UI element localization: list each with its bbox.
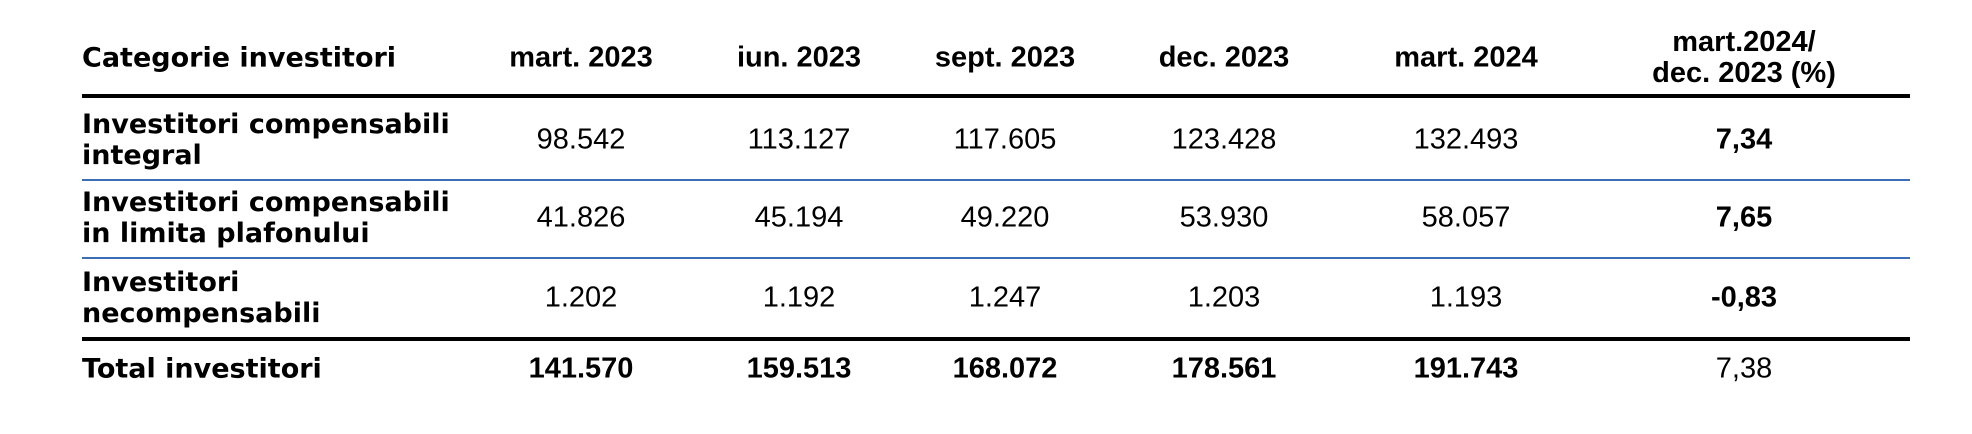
cell-value: 1.192 <box>762 281 836 314</box>
total-value: 168.072 <box>952 352 1058 385</box>
cell-value: 7,34 <box>1715 123 1773 156</box>
cell-value: 58.057 <box>1421 201 1511 234</box>
cell-value: -0,83 <box>1710 281 1778 314</box>
cell-value: 98.542 <box>536 123 626 156</box>
row-label: Investitori necompensabili <box>82 267 321 329</box>
cell-value: 45.194 <box>754 201 844 234</box>
total-value: 178.561 <box>1171 352 1277 385</box>
column-header: Categorie investitori <box>82 42 397 74</box>
cell-value: 1.193 <box>1429 281 1503 314</box>
column-header: mart. 2023 <box>509 41 653 74</box>
total-value: 141.570 <box>528 352 634 385</box>
total-value: 7,38 <box>1715 352 1773 385</box>
row-divider <box>82 257 1910 259</box>
cell-value: 1.247 <box>968 281 1042 314</box>
cell-value: 49.220 <box>960 201 1050 234</box>
column-header: sept. 2023 <box>934 41 1076 74</box>
total-value: 159.513 <box>746 352 852 385</box>
cell-value: 132.493 <box>1413 123 1519 156</box>
cell-value: 41.826 <box>536 201 626 234</box>
cell-value: 123.428 <box>1171 123 1277 156</box>
column-header: mart. 2024 <box>1394 41 1538 74</box>
column-header: dec. 2023 <box>1158 41 1290 74</box>
header-rule <box>82 94 1910 98</box>
cell-value: 1.203 <box>1187 281 1261 314</box>
row-label: Investitori compensabili in limita plafo… <box>82 187 450 249</box>
cell-value: 117.605 <box>953 123 1057 156</box>
total-rule <box>82 337 1910 341</box>
row-divider <box>82 179 1910 181</box>
cell-value: 7,65 <box>1715 201 1773 234</box>
row-label: Investitori compensabili integral <box>82 109 450 171</box>
total-label: Total investitori <box>82 353 322 385</box>
cell-value: 53.930 <box>1179 201 1269 234</box>
total-value: 191.743 <box>1413 352 1519 385</box>
column-header: mart.2024/ dec. 2023 (%) <box>1652 26 1836 89</box>
cell-value: 1.202 <box>544 281 618 314</box>
cell-value: 113.127 <box>747 123 851 156</box>
column-header: iun. 2023 <box>736 41 862 74</box>
